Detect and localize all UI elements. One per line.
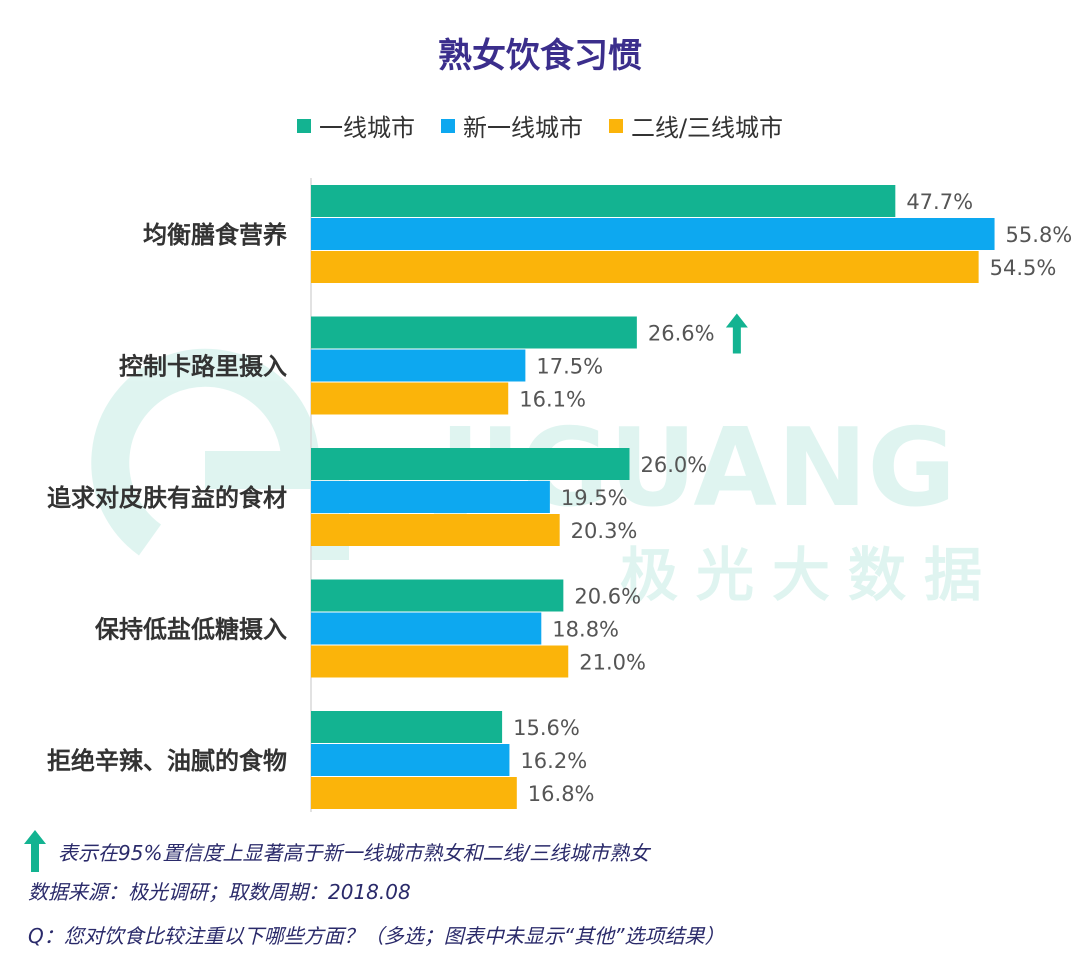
legend-item-tier1: 一线城市	[296, 108, 415, 143]
category-label-1: 控制卡路里摄入	[119, 353, 287, 381]
value-label-new-tier1-3: 18.8%	[552, 618, 619, 642]
legend: 一线城市 新一线城市 二线/三线城市	[0, 108, 1080, 143]
value-label-new-tier1-2: 19.5%	[561, 486, 628, 510]
category-label-0: 均衡膳食营养	[143, 221, 287, 249]
bar-tier1-4	[311, 711, 503, 743]
bar-tier2-3-4	[311, 777, 517, 809]
bar-new-tier1-2	[311, 481, 550, 513]
bar-new-tier1-4	[311, 744, 510, 776]
watermark-cn-text: 极光大数据	[620, 541, 1000, 609]
question-note: Q：您对饮食比较注重以下哪些方面？（多选；图表中未显示“其他”选项结果）	[28, 924, 725, 948]
bars-layer	[311, 185, 995, 809]
value-label-new-tier1-1: 17.5%	[536, 355, 603, 379]
value-label-tier1-0: 47.7%	[906, 190, 973, 214]
category-label-3: 保持低盐低糖摄入	[94, 616, 287, 644]
legend-item-new-tier1: 新一线城市	[440, 108, 583, 143]
bar-tier1-3	[311, 579, 564, 612]
value-label-tier1-4: 15.6%	[513, 716, 580, 740]
bar-new-tier1-3	[311, 612, 542, 645]
category-label-2: 追求对皮肤有益的食材	[47, 484, 287, 512]
value-label-tier2-3-2: 20.3%	[571, 519, 638, 543]
labels-layer: 均衡膳食营养 47.7% 55.8% 54.5% 控制卡路里摄入 26.6% 17.5% 16…	[47, 190, 1072, 806]
value-label-tier2-3-1: 16.1%	[519, 388, 586, 412]
category-label-4: 拒绝辛辣、油腻的食物	[47, 747, 287, 775]
bar-tier2-3-1	[311, 382, 509, 415]
bar-tier1-1	[311, 316, 637, 349]
value-label-tier2-3-0: 54.5%	[990, 256, 1057, 280]
value-label-new-tier1-0: 55.8%	[1006, 223, 1073, 247]
bar-tier1-2	[311, 448, 630, 480]
value-label-tier1-2: 26.0%	[641, 453, 708, 477]
legend-swatch-tier1	[296, 118, 311, 133]
source-note: 数据来源：极光调研；取数周期：2018.08	[28, 880, 411, 904]
significance-note: 表示在95%置信度上显著高于新一线城市熟女和二线/三线城市熟女	[24, 830, 649, 872]
legend-item-tier2-3: 二线/三线城市	[608, 108, 784, 143]
value-label-tier1-1: 26.6%	[648, 322, 715, 346]
value-label-tier2-3-3: 21.0%	[579, 651, 646, 675]
watermark-g-icon	[91, 348, 349, 560]
bar-tier2-3-0	[311, 251, 979, 283]
chart-title: 熟女饮食习惯	[438, 36, 642, 76]
value-label-tier1-3: 20.6%	[574, 585, 641, 609]
watermark-logo: JIGUANG 极光大数据	[91, 348, 1000, 609]
legend-label-new-tier1: 新一线城市	[462, 114, 583, 142]
legend-label-tier2-3: 二线/三线城市	[630, 114, 784, 142]
significance-arrow-icon-chart	[725, 313, 748, 354]
bar-tier2-3-3	[311, 645, 569, 678]
bar-tier1-0	[311, 185, 896, 217]
bar-tier2-3-2	[311, 514, 560, 546]
bar-new-tier1-1	[311, 349, 526, 382]
value-label-new-tier1-4: 16.2%	[520, 749, 587, 773]
significance-arrow-icon	[24, 830, 46, 872]
value-label-tier2-3-4: 16.8%	[528, 782, 595, 806]
bar-new-tier1-0	[311, 218, 995, 250]
legend-swatch-tier2-3	[608, 118, 623, 133]
legend-swatch-new-tier1	[440, 118, 455, 133]
significance-note-text: 表示在95%置信度上显著高于新一线城市熟女和二线/三线城市熟女	[58, 840, 650, 865]
legend-label-tier1: 一线城市	[318, 114, 415, 142]
